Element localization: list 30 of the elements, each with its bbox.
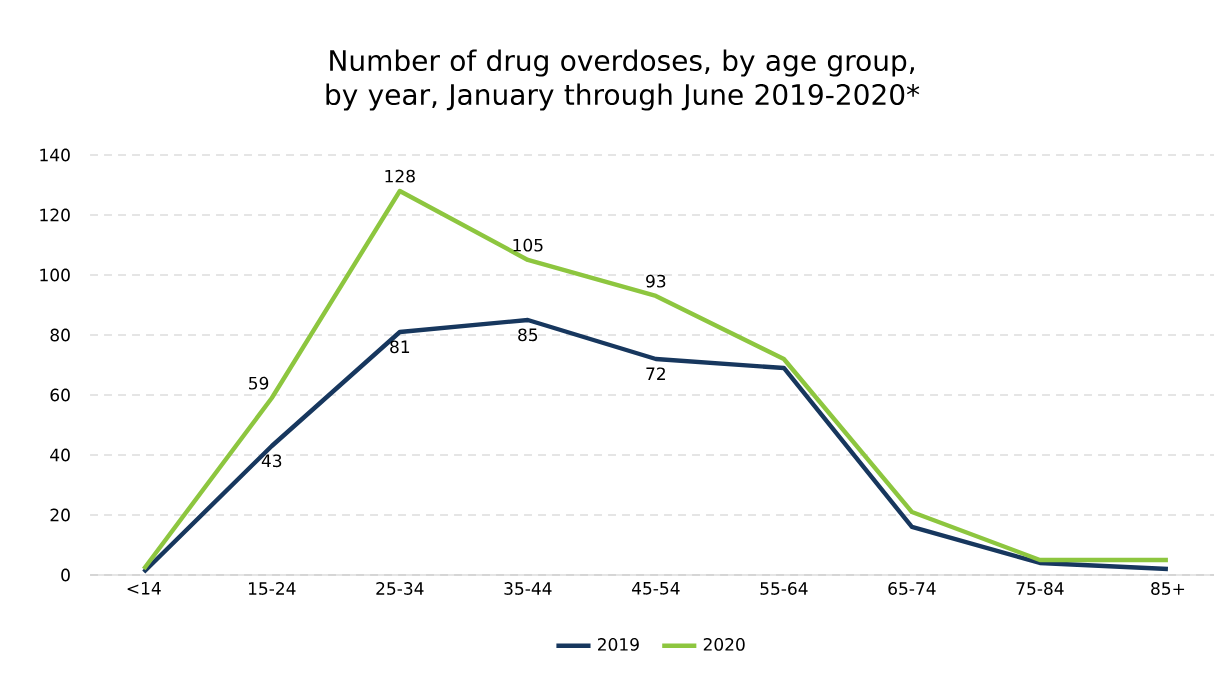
- x-tick-label: 15-24: [248, 582, 296, 595]
- y-tick-label: 60: [50, 388, 70, 402]
- data-label: 59: [249, 376, 269, 390]
- chart-title: Number of drug overdoses, by age group, by year, January through June 2019-2020*: [326, 49, 920, 111]
- y-tick-label: 20: [50, 508, 70, 522]
- y-tick-label: 80: [50, 328, 70, 342]
- data-label: 72: [646, 367, 665, 380]
- data-label: 81: [390, 340, 410, 354]
- x-tick-label: 75-84: [1016, 582, 1064, 595]
- data-label: 85: [518, 328, 538, 342]
- line-series: [141, 188, 1171, 572]
- line-series: [141, 317, 1171, 575]
- legend-label: 2019: [598, 637, 639, 651]
- data-label: 43: [261, 454, 282, 468]
- data-label: 128: [385, 169, 415, 183]
- x-tick-label: 45-54: [631, 582, 680, 595]
- y-tick-label: 0: [61, 568, 70, 582]
- x-tick-label: 65-74: [888, 582, 936, 595]
- x-tick-label: 35-44: [504, 582, 552, 595]
- y-tick-label: 120: [40, 208, 70, 222]
- x-tick-label: <14: [127, 582, 161, 595]
- y-tick-label: 40: [50, 448, 70, 462]
- data-label: 105: [513, 238, 543, 252]
- x-tick-label: 55-64: [760, 582, 808, 595]
- data-label: 93: [646, 274, 666, 288]
- y-tick-label: 100: [40, 268, 70, 282]
- x-tick-label: 25-34: [376, 582, 424, 595]
- y-tick-label: 140: [40, 148, 70, 162]
- legend-label: 2020: [703, 637, 745, 651]
- x-tick-label: 85+: [1151, 582, 1185, 595]
